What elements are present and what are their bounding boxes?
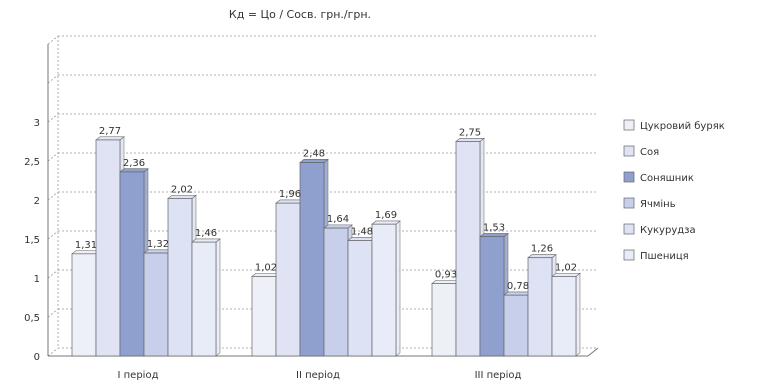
data-label: 2,02 bbox=[171, 184, 193, 195]
y-tick-label: 2,5 bbox=[24, 157, 40, 168]
x-tick-label: І період bbox=[118, 369, 159, 381]
bar-front bbox=[527, 257, 553, 357]
bar-top bbox=[119, 168, 149, 173]
y-tick-label: 1,5 bbox=[24, 235, 40, 246]
data-label: 0,78 bbox=[507, 281, 529, 292]
bar-front bbox=[119, 171, 145, 357]
bar-top bbox=[167, 194, 197, 199]
bar-side bbox=[215, 238, 221, 357]
bar-front bbox=[167, 198, 193, 357]
gridline-depth bbox=[47, 230, 59, 240]
legend-swatch bbox=[623, 223, 635, 235]
bar-front bbox=[251, 276, 277, 357]
bar-front bbox=[323, 227, 349, 357]
bar-top bbox=[371, 220, 401, 225]
data-label: 2,36 bbox=[123, 158, 145, 169]
data-label: 1,96 bbox=[279, 189, 301, 200]
data-label: 2,75 bbox=[459, 128, 481, 139]
gridline-depth bbox=[47, 113, 59, 123]
data-label: 1,48 bbox=[351, 227, 373, 238]
legend-label: Кукурудза bbox=[640, 225, 696, 236]
y-tick-label: 0,5 bbox=[24, 313, 40, 324]
data-label: 1,02 bbox=[555, 262, 577, 273]
bar-side bbox=[395, 220, 401, 357]
bar-top bbox=[299, 159, 329, 163]
data-label: 1,31 bbox=[75, 240, 97, 251]
bar-front bbox=[503, 294, 529, 357]
x-tick-label: ІІ період bbox=[296, 369, 340, 381]
gridline-depth bbox=[47, 35, 59, 45]
legend-label: Ячмінь bbox=[640, 198, 676, 210]
data-label: 1,64 bbox=[327, 214, 349, 225]
bar-top bbox=[455, 138, 485, 142]
legend-swatch bbox=[623, 197, 635, 209]
bar-front bbox=[551, 276, 577, 357]
chart-title: Кд = Цо / Сосв. грн./грн. bbox=[229, 8, 371, 21]
legend-label: Соя bbox=[640, 147, 659, 158]
gridline-depth bbox=[47, 347, 59, 357]
gridline-depth bbox=[47, 191, 59, 201]
bar bbox=[551, 272, 581, 357]
y-tick-label: 3 bbox=[34, 118, 40, 129]
data-label: 1,69 bbox=[375, 210, 397, 221]
data-label: 1,46 bbox=[195, 228, 217, 239]
legend-label: Соняшник bbox=[640, 173, 694, 184]
bar-top bbox=[479, 233, 509, 237]
data-label: 2,77 bbox=[99, 126, 121, 137]
bar-front bbox=[191, 241, 217, 357]
gridline-depth bbox=[47, 269, 59, 279]
legend-label: Пшениця bbox=[640, 251, 689, 262]
y-tick-label: 0 bbox=[34, 352, 40, 363]
bar-front bbox=[347, 240, 373, 357]
bar-top bbox=[95, 136, 125, 141]
y-tick-label: 2 bbox=[34, 196, 40, 207]
gridline-depth bbox=[47, 152, 59, 162]
bar-front bbox=[95, 139, 121, 357]
bar bbox=[191, 238, 221, 357]
data-label: 1,02 bbox=[255, 262, 277, 273]
y-tick-label: 1 bbox=[34, 274, 40, 285]
data-label: 1,53 bbox=[483, 223, 505, 234]
bar-side bbox=[575, 272, 581, 357]
legend-label: Цукровий буряк bbox=[640, 121, 725, 132]
bar-top bbox=[191, 238, 221, 243]
legend-swatch bbox=[623, 119, 635, 131]
bar-front bbox=[371, 223, 397, 357]
bar bbox=[371, 220, 401, 357]
bar-front bbox=[299, 162, 325, 357]
legend-swatch bbox=[623, 145, 635, 157]
data-label: 1,26 bbox=[531, 244, 553, 255]
bar-front bbox=[455, 141, 481, 357]
bar-front bbox=[275, 202, 301, 357]
floor-edge bbox=[587, 347, 599, 357]
legend-swatch bbox=[623, 171, 635, 183]
bar-front bbox=[143, 252, 169, 357]
data-label: 0,93 bbox=[435, 269, 457, 280]
bar-front bbox=[71, 253, 97, 357]
bar-top bbox=[323, 224, 353, 229]
bar-front bbox=[431, 283, 457, 357]
legend-swatch bbox=[623, 249, 635, 261]
bar-top bbox=[551, 272, 581, 277]
x-tick-label: ІІІ період bbox=[475, 369, 522, 381]
data-label: 1,32 bbox=[147, 239, 169, 250]
bar-top bbox=[527, 254, 557, 259]
gridline-depth bbox=[47, 308, 59, 318]
bar bbox=[119, 168, 149, 357]
gridline-depth bbox=[47, 74, 59, 84]
bar-front bbox=[479, 236, 505, 357]
data-label: 2,48 bbox=[303, 149, 325, 160]
